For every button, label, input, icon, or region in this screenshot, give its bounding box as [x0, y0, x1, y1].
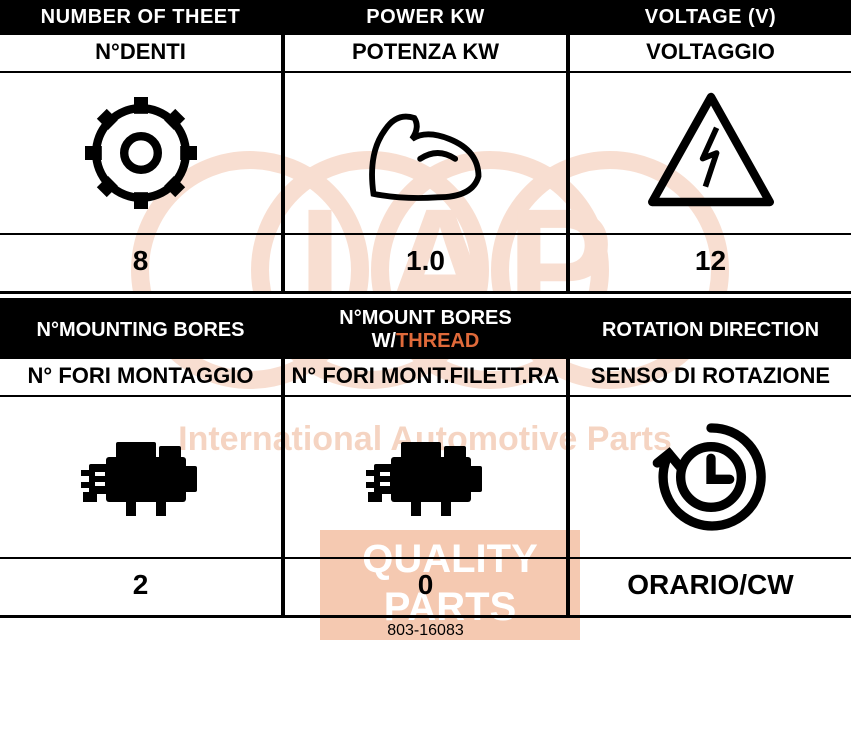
val-rotation: ORARIO/CW — [568, 557, 851, 615]
hdr-bores-it: N° FORI MONTAGGIO — [0, 359, 283, 397]
hdr-teeth-en: NUMBER OF THEET — [0, 0, 283, 35]
hdr-rotation-it: SENSO DI ROTAZIONE — [568, 359, 851, 397]
voltage-icon — [568, 73, 851, 233]
hdr-teeth-it: N°DENTI — [0, 35, 283, 73]
bottom-icons — [0, 397, 851, 557]
val-power: 1.0 — [283, 233, 568, 291]
hdr-bores-en: N°MOUNTING BORES — [0, 301, 283, 359]
top-header-it: N°DENTI POTENZA KW VOLTAGGIO — [0, 35, 851, 73]
val-voltage: 12 — [568, 233, 851, 291]
hdr-power-it: POTENZA KW — [283, 35, 568, 73]
bottom-values: 2 0 ORARIO/CW — [0, 557, 851, 618]
clockwise-icon — [568, 397, 851, 557]
top-icons — [0, 73, 851, 233]
top-values: 8 1.0 12 — [0, 233, 851, 291]
bottom-header-it: N° FORI MONTAGGIO N° FORI MONT.FILETT.RA… — [0, 359, 851, 397]
starter-icon-2 — [283, 397, 568, 557]
gear-icon — [0, 73, 283, 233]
hdr-bores-thread-it: N° FORI MONT.FILETT.RA — [283, 359, 568, 397]
row-separator — [0, 291, 851, 301]
hdr-bores-thread-red: THREAD — [396, 330, 479, 352]
muscle-icon — [283, 73, 568, 233]
hdr-voltage-it: VOLTAGGIO — [568, 35, 851, 73]
top-header-en: NUMBER OF THEET POWER KW VOLTAGE (V) — [0, 0, 851, 35]
starter-icon — [0, 397, 283, 557]
val-bores-thread: 0 — [283, 557, 568, 615]
hdr-voltage-en: VOLTAGE (V) — [568, 0, 851, 35]
bottom-header-en: N°MOUNTING BORES N°MOUNT BORES W/THREAD … — [0, 301, 851, 359]
hdr-bores-thread-en: N°MOUNT BORES W/THREAD — [283, 301, 568, 359]
hdr-power-en: POWER KW — [283, 0, 568, 35]
hdr-rotation-en: ROTATION DIRECTION — [568, 301, 851, 359]
spec-table: NUMBER OF THEET POWER KW VOLTAGE (V) N°D… — [0, 0, 851, 640]
val-teeth: 8 — [0, 233, 283, 291]
val-bores: 2 — [0, 557, 283, 615]
part-number: 803-16083 — [0, 618, 851, 640]
